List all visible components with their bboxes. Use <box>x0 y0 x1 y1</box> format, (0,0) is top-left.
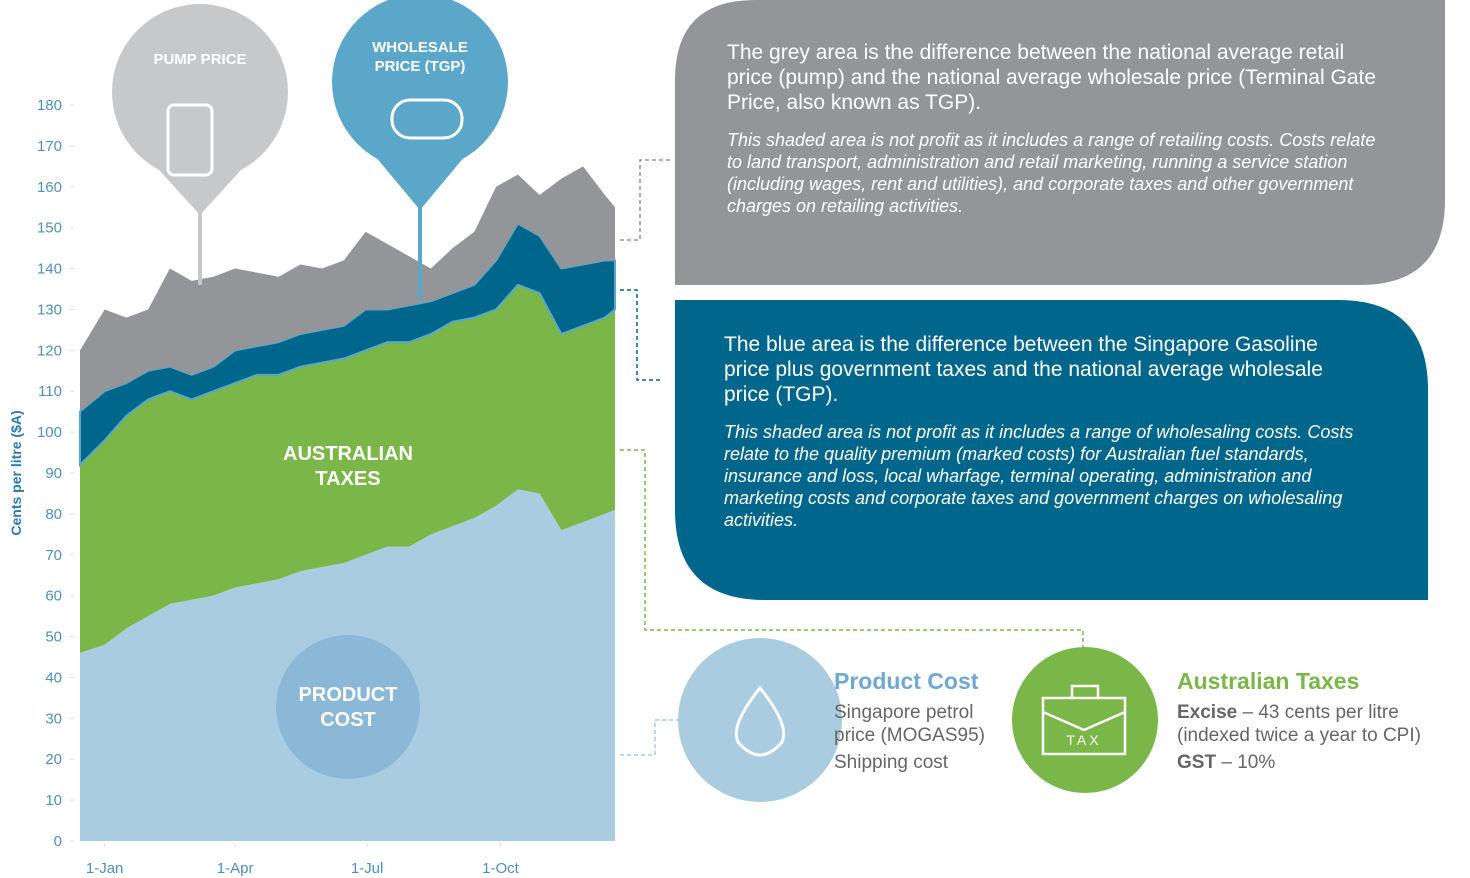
y-tick-label: 0 <box>54 833 62 850</box>
y-tick-label: 30 <box>45 710 62 727</box>
y-tick-label: 40 <box>45 669 62 686</box>
pump-pin <box>112 4 288 180</box>
y-tick-label: 110 <box>38 383 62 400</box>
legend-item: GST – 10% <box>1177 751 1462 774</box>
y-tick-label: 20 <box>45 751 62 768</box>
series-label: PRODUCT COST <box>290 683 406 733</box>
y-tick-label: 70 <box>45 547 62 564</box>
y-tick-label: 180 <box>37 97 62 114</box>
y-tick-label: 160 <box>37 179 62 196</box>
legend-item: Excise – 43 cents per litre (indexed twi… <box>1177 701 1462 747</box>
y-tick-label: 120 <box>37 342 62 359</box>
y-tick-label: 50 <box>45 629 62 646</box>
series-label: AUSTRALIAN TAXES <box>270 442 426 492</box>
y-tick-label: 60 <box>45 588 62 605</box>
panel-text: The blue area is the difference between … <box>724 332 1324 407</box>
y-axis-label: Cents per litre ($A) <box>8 410 24 535</box>
tgp-pin <box>332 0 508 170</box>
item-text: – 10% <box>1221 752 1275 773</box>
legend-item: Singapore petrol price (MOGAS95) <box>834 701 1009 747</box>
grey-panel: The grey area is the difference between … <box>727 40 1387 217</box>
legend-title: Product Cost <box>834 668 1009 695</box>
panel-note: This shaded area is not profit as it inc… <box>724 421 1384 531</box>
tax-icon-label: TAX <box>1066 732 1101 748</box>
pump-label: PUMP PRICE <box>140 50 260 69</box>
x-tick-label: 1-Jul <box>351 860 384 877</box>
legend-item: Shipping cost <box>834 751 1009 774</box>
product-cost-legend: Product Cost Singapore petrol price (MOG… <box>834 668 1009 778</box>
panel-note: This shaded area is not profit as it inc… <box>727 129 1387 217</box>
taxes-icon <box>1012 647 1158 793</box>
y-tick-label: 150 <box>37 220 62 237</box>
tgp-label: WHOLESALE PRICE (TGP) <box>360 38 480 76</box>
item-label: GST <box>1177 752 1216 773</box>
y-tick-label: 140 <box>37 261 62 278</box>
y-tick-label: 90 <box>45 465 62 482</box>
legend-title: Australian Taxes <box>1177 668 1462 695</box>
taxes-legend: Australian Taxes Excise – 43 cents per l… <box>1177 668 1462 778</box>
y-tick-label: 100 <box>37 424 62 441</box>
y-tick-label: 10 <box>45 792 62 809</box>
x-tick-label: 1-Apr <box>217 860 254 877</box>
y-tick-label: 80 <box>45 506 62 523</box>
y-tick-label: 170 <box>37 138 62 155</box>
product-cost-icon <box>678 638 842 802</box>
blue-panel: The blue area is the difference between … <box>724 332 1384 531</box>
item-label: Excise <box>1177 702 1237 723</box>
page: TAX 0 10 20 30 40 50 60 70 80 90 100 110 120 130 140 15… <box>0 0 1470 878</box>
panel-text: The grey area is the difference between … <box>727 40 1387 115</box>
y-tick-label: 130 <box>37 301 62 318</box>
x-tick-label: 1-Jan <box>86 860 124 877</box>
x-tick-label: 1-Oct <box>482 860 520 877</box>
